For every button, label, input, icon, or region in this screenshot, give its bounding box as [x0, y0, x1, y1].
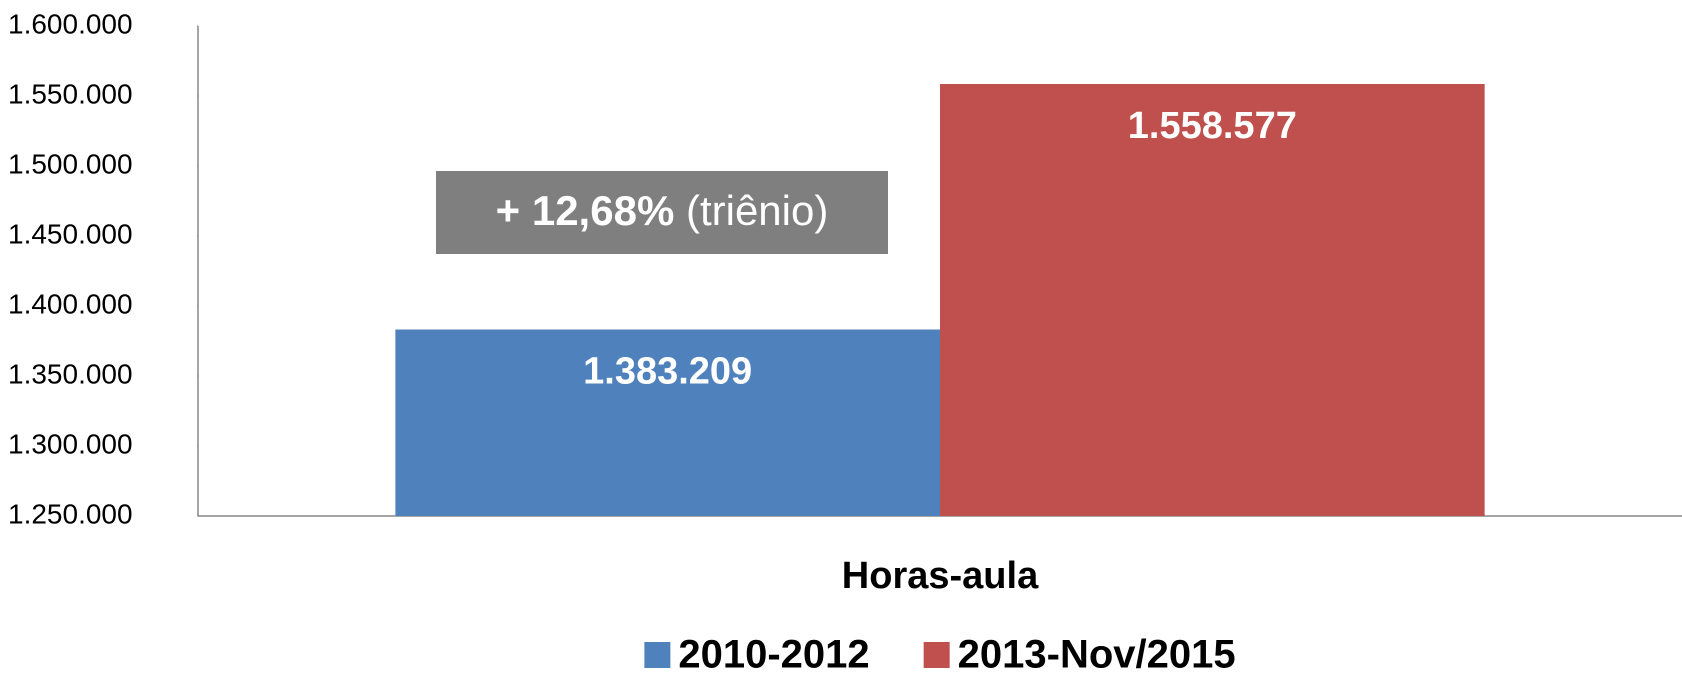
legend-label: 2010-2012 — [678, 633, 869, 677]
y-tick-label: 1.300.000 — [8, 428, 133, 459]
annotation-bold: + 12,68% — [496, 187, 675, 234]
y-tick-label: 1.600.000 — [8, 8, 133, 39]
bar — [395, 329, 940, 516]
data-label: 1.558.577 — [1128, 105, 1297, 147]
y-tick-label: 1.500.000 — [8, 148, 133, 179]
y-tick-label: 1.250.000 — [8, 498, 133, 529]
data-label: 1.383.209 — [583, 351, 752, 393]
y-tick-label: 1.350.000 — [8, 358, 133, 389]
y-tick-label: 1.400.000 — [8, 288, 133, 319]
legend-swatch — [644, 642, 671, 668]
annotation-text: (triênio) — [686, 187, 828, 234]
x-tick-label: Horas-aula — [842, 555, 1039, 597]
annotation-box — [436, 171, 888, 254]
legend-label: 2013-Nov/2015 — [958, 633, 1236, 677]
annotation: + 12,68% (triênio) — [496, 187, 829, 234]
y-tick-label: 1.450.000 — [8, 218, 133, 249]
legend-swatch — [923, 642, 950, 668]
y-tick-label: 1.550.000 — [8, 78, 133, 109]
bar — [940, 83, 1485, 517]
